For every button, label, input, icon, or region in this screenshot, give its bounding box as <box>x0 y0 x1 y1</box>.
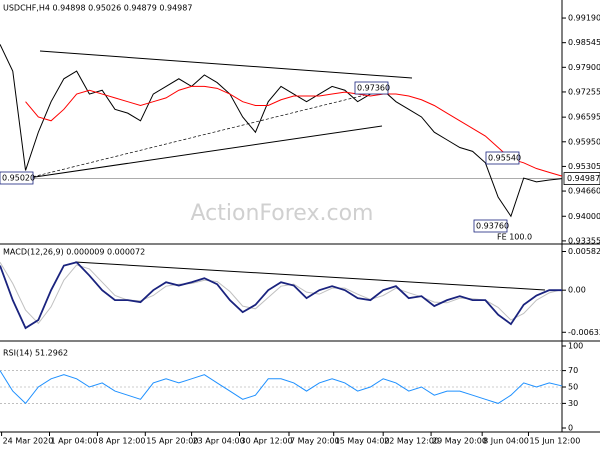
x-tick-label: 7 May 20:00 <box>290 437 340 446</box>
x-tick-label: 24 Mar 2020 <box>3 437 54 446</box>
x-tick-label: 22 May 12:00 <box>384 437 439 446</box>
annotation-box <box>0 171 34 185</box>
y-tick-label: 70 <box>568 366 578 375</box>
x-tick-label: 8 Apr 12:00 <box>98 437 145 446</box>
x-tick-label: 23 Apr 04:00 <box>193 437 245 446</box>
x-tick-label: 8 Jun 04:00 <box>483 437 529 446</box>
series-line <box>0 44 563 218</box>
annotation-box <box>473 219 508 233</box>
annotation: 0.95020 <box>2 174 35 183</box>
panel-title: MACD(12,26,9) 0.000009 0.000072 <box>3 248 145 257</box>
y-tick-label: 100 <box>568 342 583 351</box>
y-tick-label: 0.97900 <box>568 63 600 72</box>
panel-title: USDCHF,H4 0.94898 0.95026 0.94879 0.9498… <box>3 4 192 13</box>
macd-trendline <box>74 261 546 291</box>
series-line <box>0 370 563 405</box>
annotation: FE 100.0 <box>497 233 532 242</box>
y-tick-label: 0.95950 <box>568 137 600 146</box>
y-tick-label: 0.93355 <box>568 236 600 245</box>
annotation: 0.95540 <box>488 154 521 163</box>
current-price-label: 0.94987 <box>567 174 600 183</box>
annotation: 0.93760 <box>476 222 509 231</box>
y-tick-label: 0.98545 <box>568 38 600 47</box>
series-line <box>25 85 563 177</box>
annotation-box <box>354 81 389 95</box>
series-line <box>0 261 562 330</box>
x-tick-label: 15 Apr 20:00 <box>146 437 198 446</box>
y-tick-label: 0.96595 <box>568 113 600 122</box>
y-tick-label: 0.00 <box>568 286 586 295</box>
y-tick-label: 0 <box>568 424 573 433</box>
y-tick-label: 0.94000 <box>568 212 600 221</box>
current-price-box <box>563 172 600 185</box>
y-tick-label: 30 <box>568 399 578 408</box>
trendline <box>39 50 413 79</box>
watermark: ActionForex.com <box>191 201 374 226</box>
x-tick-label: 15 May 04:00 <box>335 437 390 446</box>
x-tick-label: 30 Apr 12:00 <box>240 437 292 446</box>
annotation-box <box>485 151 520 165</box>
x-tick-label: 1 Apr 04:00 <box>50 437 97 446</box>
y-tick-label: 0.95305 <box>568 162 600 171</box>
y-tick-label: -0.006337 <box>568 328 600 337</box>
y-tick-label: 0.97255 <box>568 87 600 96</box>
annotation: 0.97360 <box>357 84 390 93</box>
trendline <box>27 94 366 179</box>
x-tick-label: 29 May 20:00 <box>432 437 487 446</box>
panel-title: RSI(14) 51.2962 <box>3 349 68 358</box>
y-tick-label: 50 <box>568 383 578 392</box>
y-tick-label: 0.005821 <box>568 247 600 256</box>
y-tick-label: 0.99190 <box>568 14 600 23</box>
trendline <box>27 125 383 179</box>
y-tick-label: 0.94660 <box>568 187 600 196</box>
x-tick-label: 15 Jun 12:00 <box>529 437 580 446</box>
